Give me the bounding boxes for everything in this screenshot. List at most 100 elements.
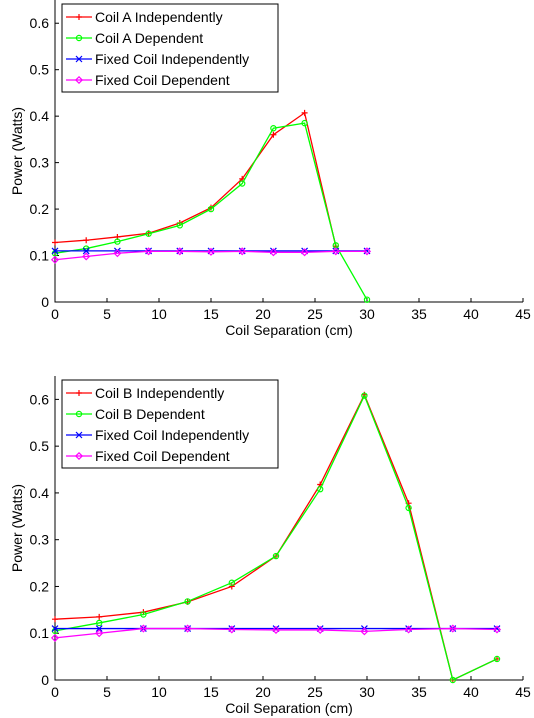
data-point — [405, 504, 412, 512]
y-tick-label: 0 — [41, 294, 49, 310]
x-tick-label: 30 — [359, 684, 375, 700]
y-tick-label: 0.6 — [30, 391, 50, 407]
legend: Coil B Independently Coil B Dependent Fixe… — [61, 379, 279, 469]
data-point — [175, 247, 184, 256]
series-line — [54, 394, 498, 681]
data-point — [301, 109, 308, 116]
x-axis-label: Coil Separation (cm) — [225, 322, 353, 338]
y-tick-label: 0.1 — [30, 248, 50, 264]
data-point — [207, 205, 215, 213]
legend-label: Fixed Coil Dependent — [95, 448, 230, 464]
data-point — [493, 655, 501, 663]
series-line — [54, 627, 498, 639]
legend-label: Coil A Independently — [95, 9, 223, 25]
data-point — [52, 239, 58, 246]
chart-1: 0 5 10 15 20 25 30 35 40 45 0 0.1 0.2 0.3 0.4 0.5 0.6 Coi… — [9, 0, 531, 338]
data-point — [95, 629, 104, 638]
legend-swatch-marker — [75, 431, 83, 439]
data-point — [140, 611, 147, 618]
x-tick-label: 45 — [515, 306, 531, 322]
legend-label: Fixed Coil Independently — [95, 51, 249, 67]
legend-box — [61, 379, 279, 469]
series-line — [54, 250, 367, 261]
x-tick-label: 5 — [103, 684, 111, 700]
data-point — [449, 676, 456, 684]
data-point — [300, 248, 309, 257]
data-point — [82, 247, 90, 255]
y-tick-label: 0.3 — [30, 155, 50, 171]
legend-swatch-marker — [75, 34, 83, 42]
data-point — [238, 247, 247, 256]
x-tick-label: 5 — [103, 306, 111, 322]
data-point — [492, 625, 502, 634]
data-point — [95, 625, 103, 632]
series-4 — [50, 624, 502, 642]
x-tick-label: 40 — [463, 684, 479, 700]
data-point — [139, 624, 148, 633]
y-tick-label: 0.4 — [30, 485, 50, 501]
legend: Coil A Independently Coil A Dependent Fixe… — [61, 3, 279, 93]
data-point — [176, 222, 183, 229]
legend-swatch-marker — [76, 390, 82, 396]
series-line — [54, 122, 368, 301]
y-tick-label: 0.5 — [30, 62, 50, 78]
x-tick-label: 45 — [515, 684, 531, 700]
series-1 — [52, 109, 339, 250]
legend-swatch-marker — [76, 14, 82, 20]
x-tick-label: 20 — [255, 684, 271, 700]
x-tick-label: 15 — [203, 684, 219, 700]
data-point — [51, 247, 59, 255]
legend-label: Fixed Coil Dependent — [95, 72, 230, 88]
data-point — [145, 230, 152, 237]
data-point — [50, 255, 60, 264]
legend-swatch-marker — [74, 451, 84, 461]
legend-label: Coil A Dependent — [95, 30, 203, 46]
data-point — [228, 579, 235, 586]
x-tick-label: 15 — [203, 306, 219, 322]
data-point — [96, 613, 103, 620]
series-2 — [51, 119, 371, 303]
data-point — [82, 252, 91, 261]
data-point — [52, 616, 58, 623]
legend-box — [61, 3, 279, 93]
data-point — [227, 625, 236, 634]
data-point — [404, 625, 413, 634]
legend-label: Coil B Independently — [95, 385, 224, 401]
data-point — [316, 625, 325, 635]
data-point — [317, 485, 324, 493]
legend-label: Coil B Dependent — [95, 406, 205, 422]
x-tick-label: 35 — [411, 306, 427, 322]
data-point — [363, 296, 371, 303]
data-point — [270, 131, 277, 138]
data-point — [51, 625, 59, 632]
data-point — [361, 392, 368, 399]
y-tick-label: 0.2 — [30, 578, 50, 594]
chart-2: 0 5 10 15 20 25 30 35 40 45 0 0.1 0.2 0.3 0.4 0.5 0.6 Coi… — [9, 376, 531, 716]
series-line — [54, 111, 337, 247]
data-point — [184, 598, 191, 605]
y-tick-label: 0.2 — [30, 201, 50, 217]
data-point — [206, 247, 216, 256]
data-point — [362, 247, 372, 256]
legend-label: Fixed Coil Independently — [95, 427, 249, 443]
data-point — [50, 633, 60, 642]
y-tick-label: 0.1 — [30, 625, 50, 641]
data-point — [114, 238, 121, 245]
series-4 — [50, 247, 372, 264]
data-point — [144, 247, 153, 256]
data-point — [83, 237, 90, 244]
legend-swatch-marker — [75, 410, 83, 418]
data-point — [95, 619, 103, 627]
legend-swatch-marker — [74, 75, 84, 85]
x-tick-label: 20 — [255, 306, 271, 322]
data-point — [301, 119, 308, 127]
x-tick-label: 30 — [359, 306, 375, 322]
y-tick-label: 0.4 — [30, 108, 50, 124]
data-point — [360, 627, 369, 636]
x-tick-label: 25 — [307, 306, 323, 322]
data-point — [448, 624, 457, 633]
y-tick-label: 0 — [41, 672, 49, 688]
x-tick-label: 10 — [151, 684, 167, 700]
data-point — [269, 248, 278, 257]
